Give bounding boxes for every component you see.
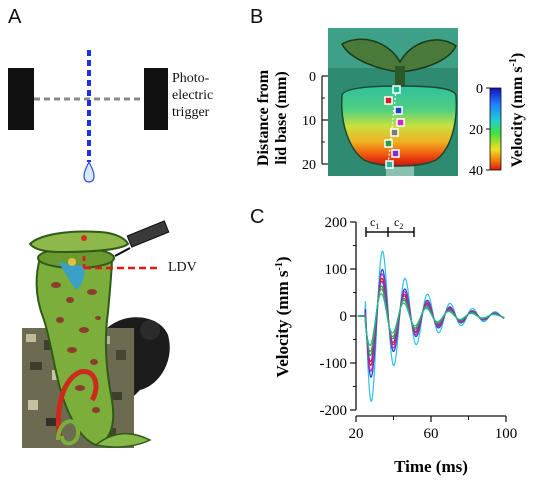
water-drop-icon — [83, 160, 95, 183]
chart-xlabel: Time (ms) — [394, 457, 468, 476]
velocity-series-line — [357, 250, 505, 402]
lid-marker — [384, 139, 393, 148]
panel-b-ylabel-line-2: lid base (mm) — [273, 71, 290, 164]
chart-y-tick-label: 0 — [340, 309, 348, 325]
lid-marker — [391, 149, 400, 158]
panel-a-letter: A — [8, 6, 22, 28]
colorbar-tick-20: 20 — [469, 123, 483, 138]
trigger-label-line-2: electric — [172, 88, 214, 103]
lid-marker — [390, 128, 399, 137]
panel-b-y-tick-0: 0 — [309, 70, 316, 85]
panel-b-lid-map: 0 10 20 Distance from lid base (mm) 0 20… — [255, 28, 526, 179]
colorbar-tick-0: 0 — [476, 82, 483, 97]
lid-marker — [394, 106, 403, 115]
chart-y-tick-label: -100 — [320, 356, 348, 372]
lid-marker-points — [384, 85, 405, 169]
ldv-label: LDV — [168, 260, 197, 275]
chart-x-tick-label: 100 — [495, 426, 518, 442]
c1-label: c1 — [370, 215, 379, 231]
pitcher-plant-illustration — [22, 220, 170, 448]
lid-marker — [385, 160, 394, 169]
chart-y-tick-label: -200 — [320, 403, 348, 419]
chart-y-tick-label: 200 — [325, 215, 348, 231]
velocity-series-line — [357, 293, 505, 346]
chart-series — [357, 250, 505, 402]
panel-b-y-tick-20: 20 — [302, 158, 316, 173]
panel-b-y-tick-10: 10 — [302, 114, 316, 129]
lid-marker — [392, 85, 401, 94]
trigger-label-line-3: trigger — [172, 105, 210, 120]
trigger-left-block — [8, 68, 34, 130]
trigger-label-line-1: Photo- — [172, 71, 210, 86]
period-annotation: c1 c2 — [365, 215, 415, 237]
c2-label: c2 — [394, 215, 403, 231]
trigger-right-block — [144, 68, 168, 130]
trigger-label: Photo- electric trigger — [172, 70, 252, 121]
colorbar-label: Velocity (mm s-1) — [508, 53, 526, 167]
lid-marker — [384, 96, 393, 105]
panel-b-letter: B — [250, 6, 264, 28]
chart-x-tick-label: 20 — [349, 426, 364, 442]
chart-ylabel: Velocity (mm s-1) — [273, 256, 292, 377]
lid-marker — [396, 118, 405, 127]
chart-y-tick-label: 100 — [325, 262, 348, 278]
colorbar-tick-40: 40 — [469, 164, 483, 179]
panel-c-letter: C — [250, 206, 265, 228]
chart-x-tick-label: 60 — [424, 426, 439, 442]
panel-b-ylabel-line-1: Distance from — [255, 69, 272, 166]
velocity-colorbar — [489, 87, 502, 171]
ldv-head-icon — [114, 220, 170, 257]
panel-a-schematic — [8, 50, 170, 448]
